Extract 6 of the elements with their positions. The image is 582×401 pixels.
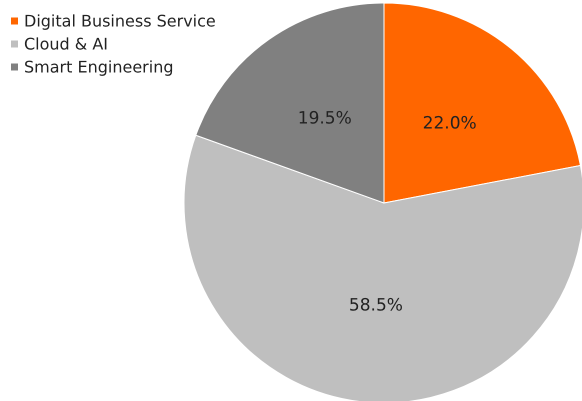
legend-label: Smart Engineering	[24, 58, 174, 76]
legend-label: Digital Business Service	[24, 12, 216, 30]
data-label: 19.5%	[298, 108, 352, 129]
data-label: 58.5%	[348, 296, 403, 316]
data-label: 22.0%	[422, 114, 477, 134]
legend-label: Cloud & AI	[24, 34, 108, 54]
